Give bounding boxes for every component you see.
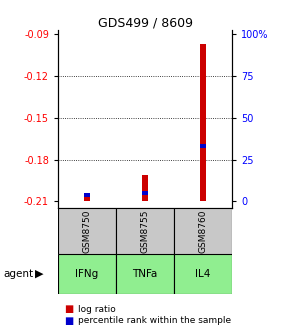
Text: ■: ■ — [64, 316, 73, 326]
Title: GDS499 / 8609: GDS499 / 8609 — [97, 16, 193, 29]
Text: ▶: ▶ — [35, 269, 44, 279]
FancyBboxPatch shape — [174, 254, 232, 294]
FancyBboxPatch shape — [174, 208, 232, 254]
Text: percentile rank within the sample: percentile rank within the sample — [78, 317, 231, 325]
Text: GSM8750: GSM8750 — [82, 209, 92, 253]
Text: GSM8755: GSM8755 — [140, 209, 150, 253]
Text: IFNg: IFNg — [75, 269, 99, 279]
Bar — [84, 193, 90, 201]
Text: IL4: IL4 — [195, 269, 211, 279]
FancyBboxPatch shape — [116, 208, 174, 254]
FancyBboxPatch shape — [58, 254, 116, 294]
Text: ■: ■ — [64, 304, 73, 314]
Bar — [200, 144, 206, 149]
Bar — [142, 175, 148, 201]
FancyBboxPatch shape — [116, 254, 174, 294]
Text: TNFa: TNFa — [132, 269, 158, 279]
Bar — [84, 193, 90, 197]
Text: GSM8760: GSM8760 — [198, 209, 208, 253]
Bar — [200, 44, 206, 201]
Text: agent: agent — [3, 269, 33, 279]
Bar — [142, 191, 148, 195]
Text: log ratio: log ratio — [78, 305, 116, 313]
FancyBboxPatch shape — [58, 208, 116, 254]
